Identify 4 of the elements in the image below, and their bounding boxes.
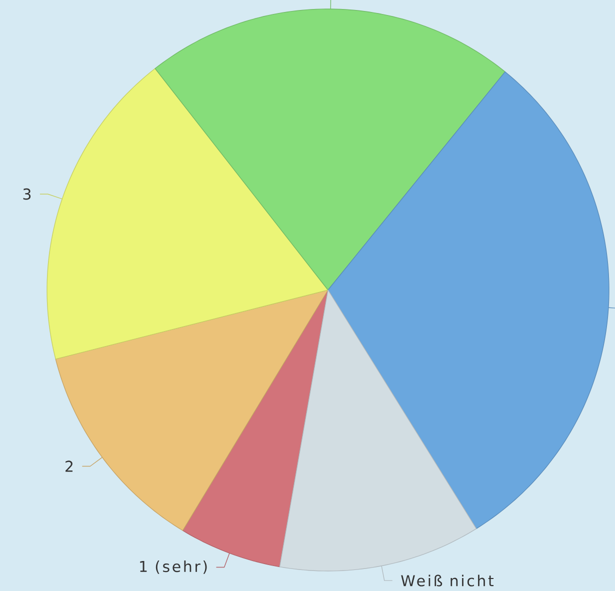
- slice-label: 2: [66, 460, 72, 472]
- slice-label: Weiß nicht: [401, 574, 494, 586]
- slice-label: 3: [23, 188, 31, 200]
- slice-label: 1 (sehr): [140, 560, 207, 574]
